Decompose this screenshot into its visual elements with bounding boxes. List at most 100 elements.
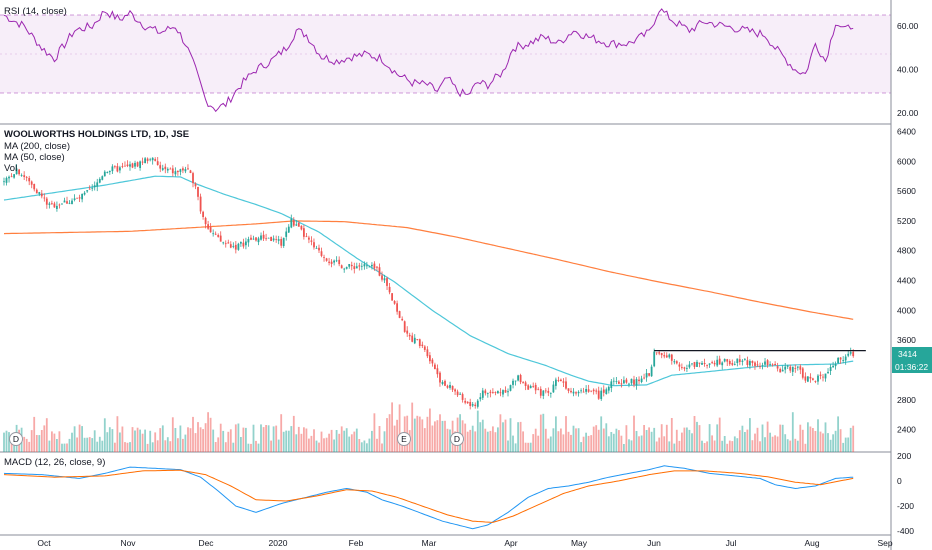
candle-body: [348, 264, 351, 267]
candle-body: [711, 362, 713, 363]
volume-bar: [83, 437, 86, 452]
candle-body: [81, 194, 83, 200]
candle-body: [381, 275, 383, 280]
candle: [393, 300, 396, 305]
candle-body: [51, 203, 53, 205]
candle: [38, 191, 41, 197]
candle: [585, 385, 587, 395]
event-marker-1[interactable]: D: [9, 432, 23, 446]
candle-body: [519, 375, 522, 383]
candle-body: [35, 189, 38, 194]
candle: [623, 376, 625, 384]
volume-bar: [585, 432, 587, 452]
candle-body: [718, 358, 721, 365]
volume-bar: [124, 442, 126, 452]
candle: [141, 157, 144, 165]
volume-bar: [587, 435, 590, 452]
volume-bar: [86, 437, 89, 452]
volume-bar: [295, 434, 298, 452]
candle: [812, 377, 814, 381]
volume-bar: [66, 443, 68, 452]
candle: [315, 245, 318, 249]
candle: [23, 171, 26, 180]
candle-body: [343, 268, 346, 270]
candle: [237, 242, 240, 251]
candle-body: [522, 382, 524, 384]
candle: [582, 387, 585, 393]
volume-bar: [703, 443, 706, 452]
candle-body: [335, 260, 338, 262]
candle: [640, 375, 643, 384]
volume-bar: [45, 418, 48, 452]
x-tick-label: Mar: [422, 538, 437, 548]
candle-body: [368, 266, 371, 268]
candle-body: [822, 376, 824, 378]
candle: [262, 230, 265, 241]
candle-body: [391, 293, 393, 301]
candle: [746, 356, 749, 368]
candle-body: [194, 183, 197, 187]
event-marker-2[interactable]: E: [397, 432, 411, 446]
candle: [721, 361, 724, 370]
volume-bar: [749, 418, 751, 452]
candle: [224, 240, 227, 248]
candle-body: [38, 192, 41, 194]
candle: [3, 177, 5, 186]
volume-bar: [429, 408, 431, 452]
candle-body: [837, 358, 839, 363]
candle: [620, 379, 623, 388]
candle: [532, 382, 535, 388]
volume-bar: [247, 443, 250, 452]
candle: [726, 358, 729, 366]
candle-body: [781, 369, 784, 372]
candle-body: [416, 339, 419, 340]
event-marker-3[interactable]: D: [450, 432, 464, 446]
candle: [209, 223, 212, 233]
candle: [164, 163, 167, 174]
candle-body: [222, 242, 225, 244]
volume-bar: [267, 425, 270, 452]
volume-bar: [441, 420, 444, 452]
candle-body: [282, 237, 285, 246]
candle: [10, 173, 13, 178]
volume-bar: [237, 423, 240, 452]
candle: [769, 361, 771, 367]
candle-body: [91, 187, 94, 189]
candle: [114, 165, 116, 169]
candle: [81, 193, 83, 203]
candle-body: [260, 235, 262, 240]
candle: [219, 231, 222, 242]
candle: [529, 384, 532, 389]
volume-bar: [33, 416, 36, 452]
candle: [741, 359, 744, 366]
candle: [434, 362, 436, 370]
volume-bar: [141, 433, 144, 452]
candle: [492, 388, 494, 394]
candle-body: [534, 384, 537, 391]
volume-bar: [779, 424, 782, 452]
candle: [716, 355, 719, 368]
candle: [822, 374, 824, 382]
candle-body: [161, 168, 164, 170]
volume-bar: [625, 425, 628, 452]
candle: [799, 364, 802, 375]
candle: [245, 237, 247, 250]
candle: [398, 310, 401, 319]
volume-bar: [303, 427, 305, 452]
volume-bar: [151, 442, 154, 452]
candle: [343, 267, 346, 273]
volume-bar: [842, 442, 845, 452]
volume-bar: [638, 436, 640, 452]
candle: [486, 392, 489, 398]
candle-body: [529, 386, 532, 389]
volume-bar: [774, 435, 776, 452]
candle-body: [481, 390, 484, 398]
candle: [360, 262, 363, 271]
volume-bar: [809, 426, 812, 452]
candle: [749, 359, 751, 370]
candle-body: [151, 157, 154, 161]
candle: [761, 362, 764, 370]
candle: [844, 354, 847, 365]
candle: [68, 200, 71, 205]
candle-body: [182, 168, 184, 171]
